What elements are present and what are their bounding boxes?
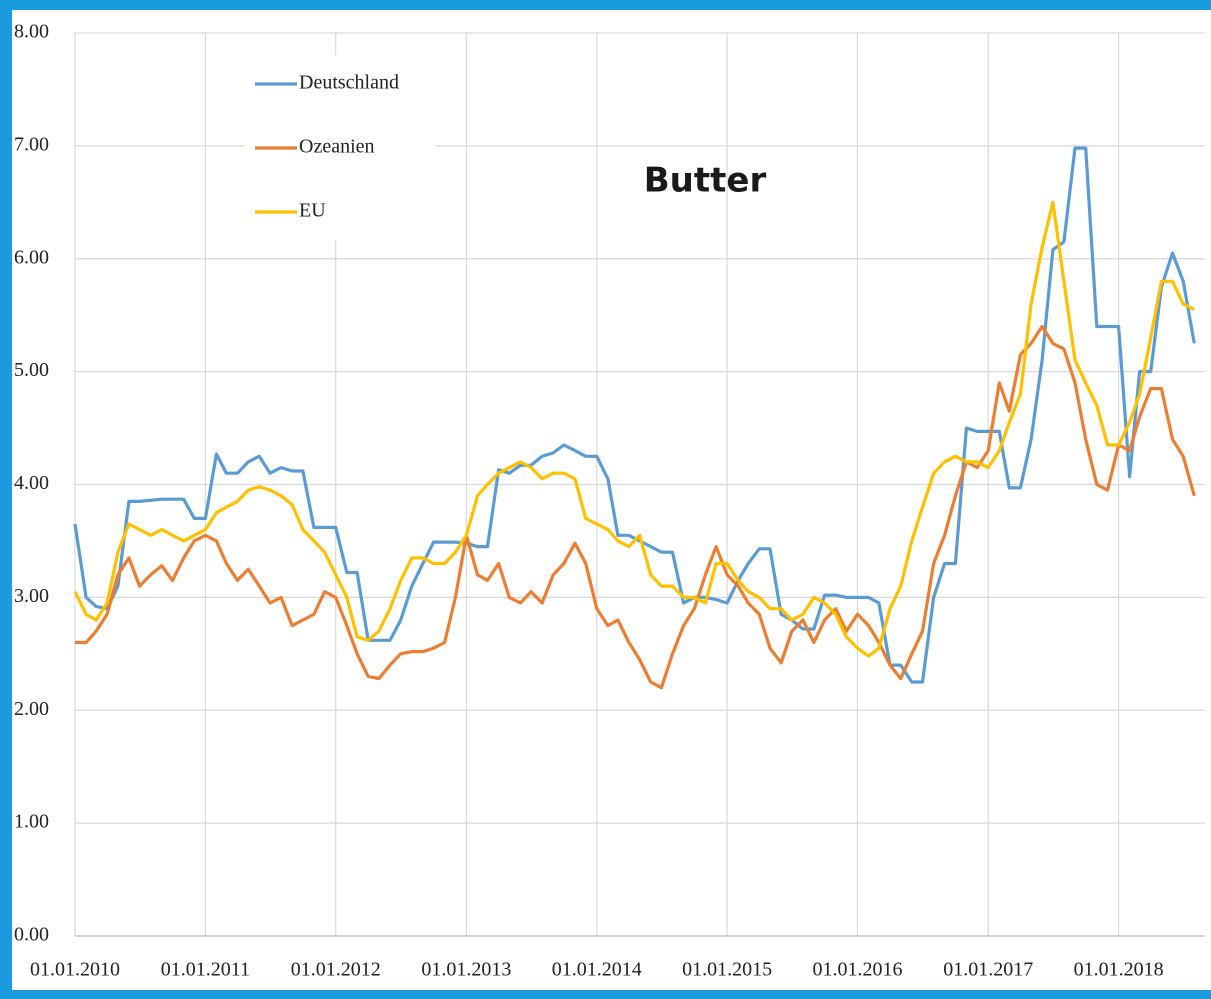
y-tick-label: 2.00 (14, 698, 49, 720)
legend-label: Deutschland (299, 72, 399, 94)
y-tick-label: 3.00 (14, 585, 49, 607)
y-tick-label: 4.00 (14, 472, 49, 494)
y-tick-label: 7.00 (14, 133, 49, 155)
x-tick-label: 01.01.2012 (291, 959, 381, 981)
data-line (73, 200, 1196, 658)
x-tick-label: 01.01.2018 (1074, 959, 1164, 981)
data-line (73, 146, 1196, 684)
legend-label: Ozeanien (299, 136, 375, 158)
x-tick-label: 01.01.2010 (30, 959, 120, 981)
y-tick-label: 1.00 (14, 811, 49, 833)
x-tick-label: 01.01.2013 (421, 959, 511, 981)
x-tick-label: 01.01.2011 (161, 959, 250, 981)
x-tick-label: 01.01.2015 (682, 959, 772, 981)
legend-label: EU (299, 200, 326, 222)
lines (73, 146, 1196, 690)
y-tick-label: 8.00 (14, 21, 49, 43)
y-tick-label: 6.00 (14, 246, 49, 268)
grid (74, 32, 1205, 937)
x-tick-label: 01.01.2014 (552, 959, 642, 981)
x-tick-label: 01.01.2016 (813, 959, 903, 981)
y-tick-label: 0.00 (14, 924, 49, 946)
x-tick-label: 01.01.2017 (943, 959, 1033, 981)
legend: Deutschland Ozeanien EU (255, 72, 399, 222)
chart-title: Butter (644, 161, 767, 201)
y-tick-label: 5.00 (14, 359, 49, 381)
data-line (75, 324, 1196, 690)
